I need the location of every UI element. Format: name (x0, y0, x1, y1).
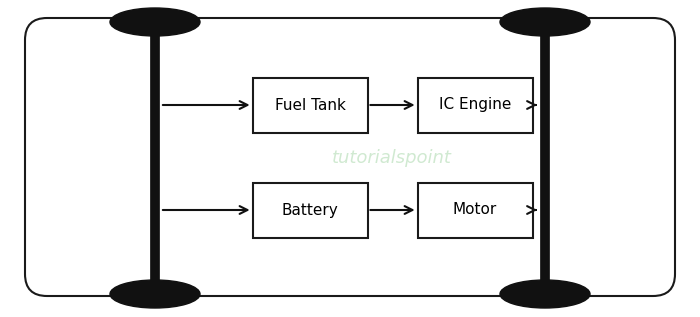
FancyBboxPatch shape (253, 77, 368, 133)
Text: IC Engine: IC Engine (439, 98, 511, 113)
Ellipse shape (110, 8, 200, 36)
Ellipse shape (500, 8, 590, 36)
Ellipse shape (110, 280, 200, 308)
Ellipse shape (500, 280, 590, 308)
Text: tutorialspoint: tutorialspoint (332, 149, 452, 167)
FancyBboxPatch shape (417, 77, 533, 133)
Text: Fuel Tank: Fuel Tank (274, 98, 345, 113)
FancyBboxPatch shape (253, 183, 368, 237)
Text: Motor: Motor (453, 203, 497, 217)
Text: Battery: Battery (281, 203, 338, 217)
FancyBboxPatch shape (417, 183, 533, 237)
